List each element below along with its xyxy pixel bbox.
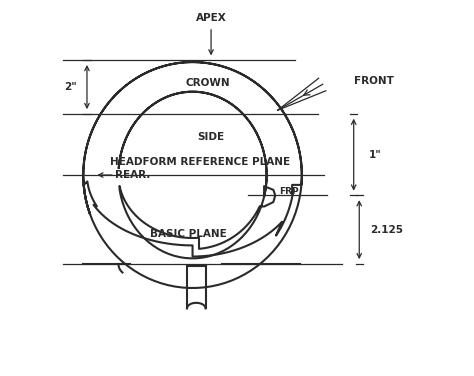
Text: FRP: FRP	[280, 187, 299, 196]
Text: CROWN: CROWN	[185, 78, 230, 88]
Text: BASIC PLANE: BASIC PLANE	[150, 229, 227, 239]
Text: APEX: APEX	[196, 13, 227, 23]
Text: 2": 2"	[64, 82, 77, 92]
Text: 2.125: 2.125	[370, 225, 403, 235]
Text: SIDE: SIDE	[198, 132, 225, 142]
Text: FRONT: FRONT	[354, 76, 393, 86]
Text: REAR.: REAR.	[115, 170, 150, 180]
Text: 1": 1"	[368, 150, 381, 160]
Text: HEADFORM REFERENCE PLANE: HEADFORM REFERENCE PLANE	[110, 157, 290, 167]
